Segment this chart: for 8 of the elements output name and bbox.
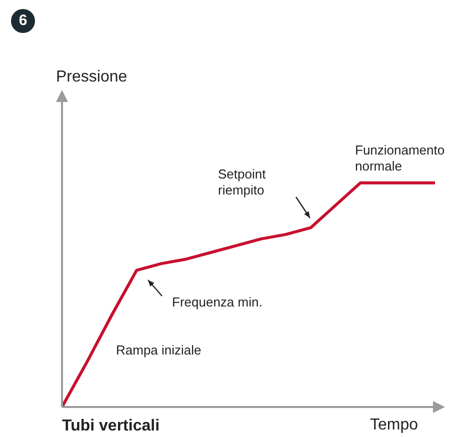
number-badge: 6 (11, 9, 35, 33)
annotation: Frequenza min. (172, 294, 262, 310)
x-axis-title: Tempo (370, 416, 418, 434)
annotation: Rampa iniziale (116, 342, 202, 358)
text: Tubi verticali (62, 417, 160, 434)
text: Funzionamento normale (355, 142, 445, 174)
annotation: Setpoint riempito (218, 166, 266, 198)
text: Pressione (56, 68, 128, 86)
